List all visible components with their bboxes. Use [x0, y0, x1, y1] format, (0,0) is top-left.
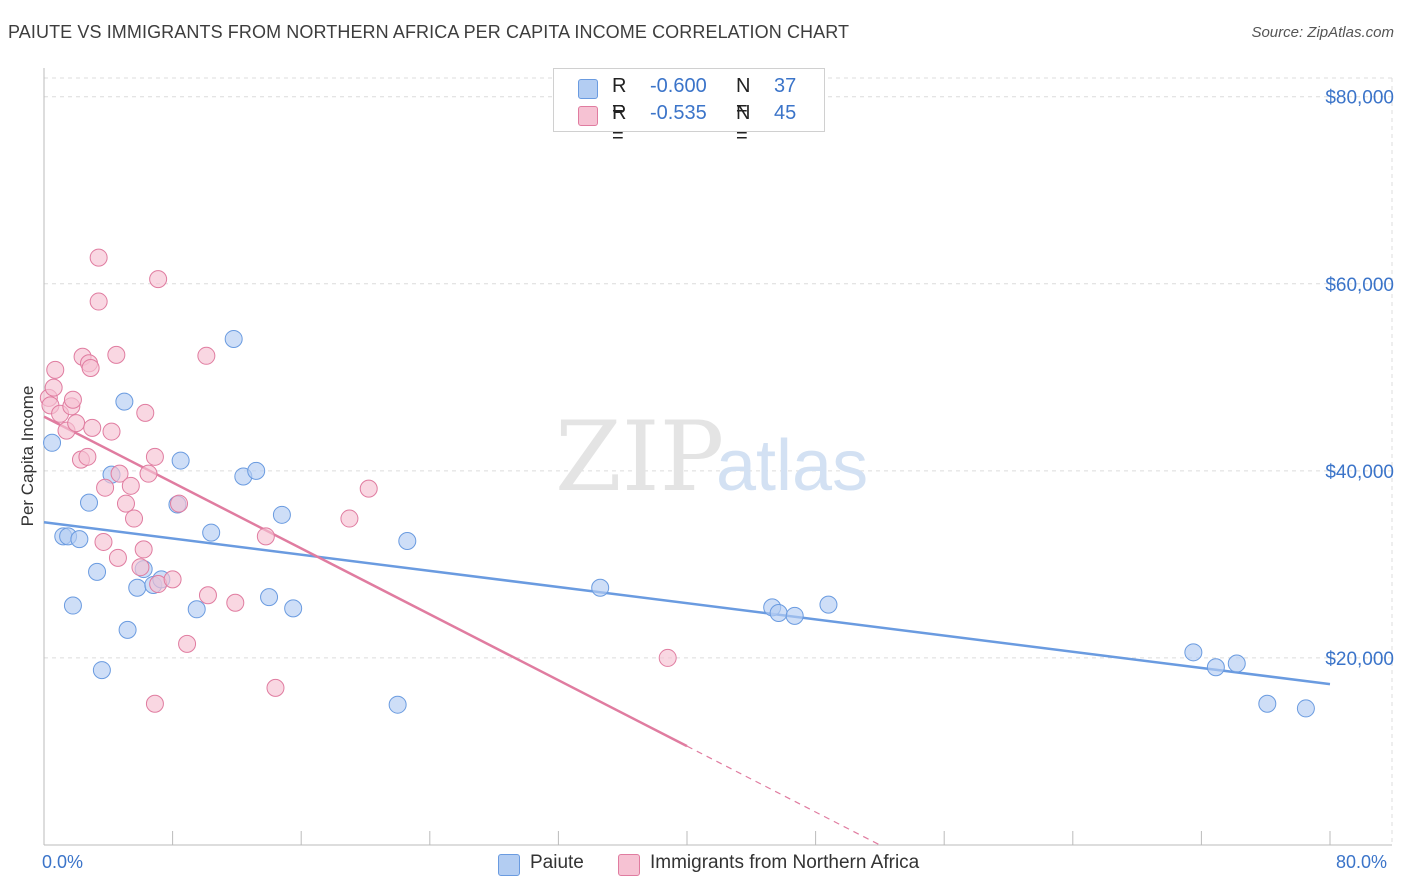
immigrants-point: [121, 476, 140, 495]
immigrants-point: [256, 527, 275, 546]
paiute-legend-swatch: [498, 854, 520, 876]
paiute-point: [769, 604, 788, 623]
chart-title: PAIUTE VS IMMIGRANTS FROM NORTHERN AFRIC…: [8, 22, 850, 42]
immigrants-point: [63, 390, 82, 409]
paiute-point: [88, 562, 107, 581]
watermark-zip: ZIP: [555, 401, 724, 513]
paiute-swatch: [578, 79, 598, 99]
x-tick-label-min: 0.0%: [42, 852, 84, 872]
paiute-point: [43, 433, 62, 452]
legend-label: Paiute: [530, 852, 584, 873]
paiute-point: [785, 606, 804, 625]
y-tick-label: $60,000: [1325, 275, 1394, 296]
immigrants-point: [89, 248, 108, 267]
n-label: N =: [736, 102, 751, 147]
r-value: -0.600: [650, 75, 707, 97]
immigrants-point: [163, 570, 182, 589]
immigrants-point: [197, 346, 216, 365]
immigrants-legend-swatch: [618, 854, 640, 876]
axes: [43, 68, 1392, 846]
paiute-point: [247, 461, 266, 480]
immigrants-point: [136, 403, 155, 422]
immigrants-point: [340, 509, 359, 528]
immigrants-point: [46, 360, 65, 379]
immigrants-point: [44, 378, 63, 397]
immigrants-point: [226, 593, 245, 612]
paiute-point: [70, 530, 89, 549]
immigrants-point: [266, 678, 285, 697]
immigrants-point: [108, 548, 127, 567]
trend-line: [43, 521, 1331, 686]
immigrants-point: [139, 464, 158, 483]
paiute-point: [92, 661, 111, 680]
y-tick-label: $40,000: [1325, 462, 1394, 483]
paiute-point: [115, 392, 134, 411]
immigrants-point: [149, 270, 168, 289]
immigrants-point: [145, 694, 164, 713]
n-label: N =: [736, 75, 751, 120]
paiute-point: [1184, 643, 1203, 662]
paiute-point: [187, 600, 206, 619]
data-points: [39, 248, 1315, 718]
r-label: R =: [612, 102, 627, 147]
immigrants-point: [78, 447, 97, 466]
chart-source: Source: ZipAtlas.com: [1251, 24, 1394, 41]
y-tick-labels: $20,000 $40,000 $60,000 $80,000: [1325, 88, 1394, 670]
paiute-point: [1206, 658, 1225, 677]
paiute-point: [171, 451, 190, 470]
immigrants-point: [170, 494, 189, 513]
trend-line-extension: [686, 745, 881, 846]
immigrants-point: [81, 358, 100, 377]
paiute-point: [118, 620, 137, 639]
paiute-point: [63, 596, 82, 615]
paiute-point: [284, 599, 303, 618]
immigrants-point: [178, 634, 197, 653]
n-value: 37: [774, 75, 797, 97]
paiute-point: [591, 578, 610, 597]
immigrants-swatch: [578, 106, 598, 126]
immigrants-point: [131, 558, 150, 577]
paiute-point: [1258, 694, 1277, 713]
immigrants-point: [116, 494, 135, 513]
paiute-point: [202, 523, 221, 542]
x-tick-label-max: 80.0%: [1336, 852, 1388, 872]
paiute-point: [80, 493, 99, 512]
paiute-point: [260, 588, 279, 607]
immigrants-point: [94, 532, 113, 551]
paiute-point: [819, 595, 838, 614]
legend-label: Immigrants from Northern Africa: [650, 852, 920, 873]
immigrants-point: [134, 540, 153, 559]
immigrants-point: [67, 414, 86, 433]
paiute-point: [388, 695, 407, 714]
immigrants-point: [658, 648, 677, 667]
paiute-point: [398, 532, 417, 551]
immigrants-point: [198, 586, 217, 605]
r-label: R =: [612, 75, 627, 120]
paiute-point: [1296, 699, 1315, 718]
immigrants-point: [145, 447, 164, 466]
paiute-point: [1227, 654, 1246, 673]
immigrants-point: [83, 418, 102, 437]
immigrants-point: [125, 509, 144, 528]
paiute-point: [272, 505, 291, 524]
immigrants-point: [107, 345, 126, 364]
paiute-point: [224, 329, 243, 348]
watermark-atlas: atlas: [716, 426, 868, 506]
immigrants-point: [96, 478, 115, 497]
y-tick-label: $80,000: [1325, 88, 1394, 109]
r-value: -0.535: [650, 102, 707, 124]
y-tick-label: $20,000: [1325, 649, 1394, 670]
n-value: 45: [774, 102, 797, 124]
paiute-point: [128, 578, 147, 597]
immigrants-point: [102, 422, 121, 441]
immigrants-point: [110, 464, 129, 483]
stats-legend: R = -0.600 N = 37 R = -0.535 N = 45: [553, 68, 825, 147]
immigrants-point: [89, 292, 108, 311]
immigrants-point: [359, 479, 378, 498]
